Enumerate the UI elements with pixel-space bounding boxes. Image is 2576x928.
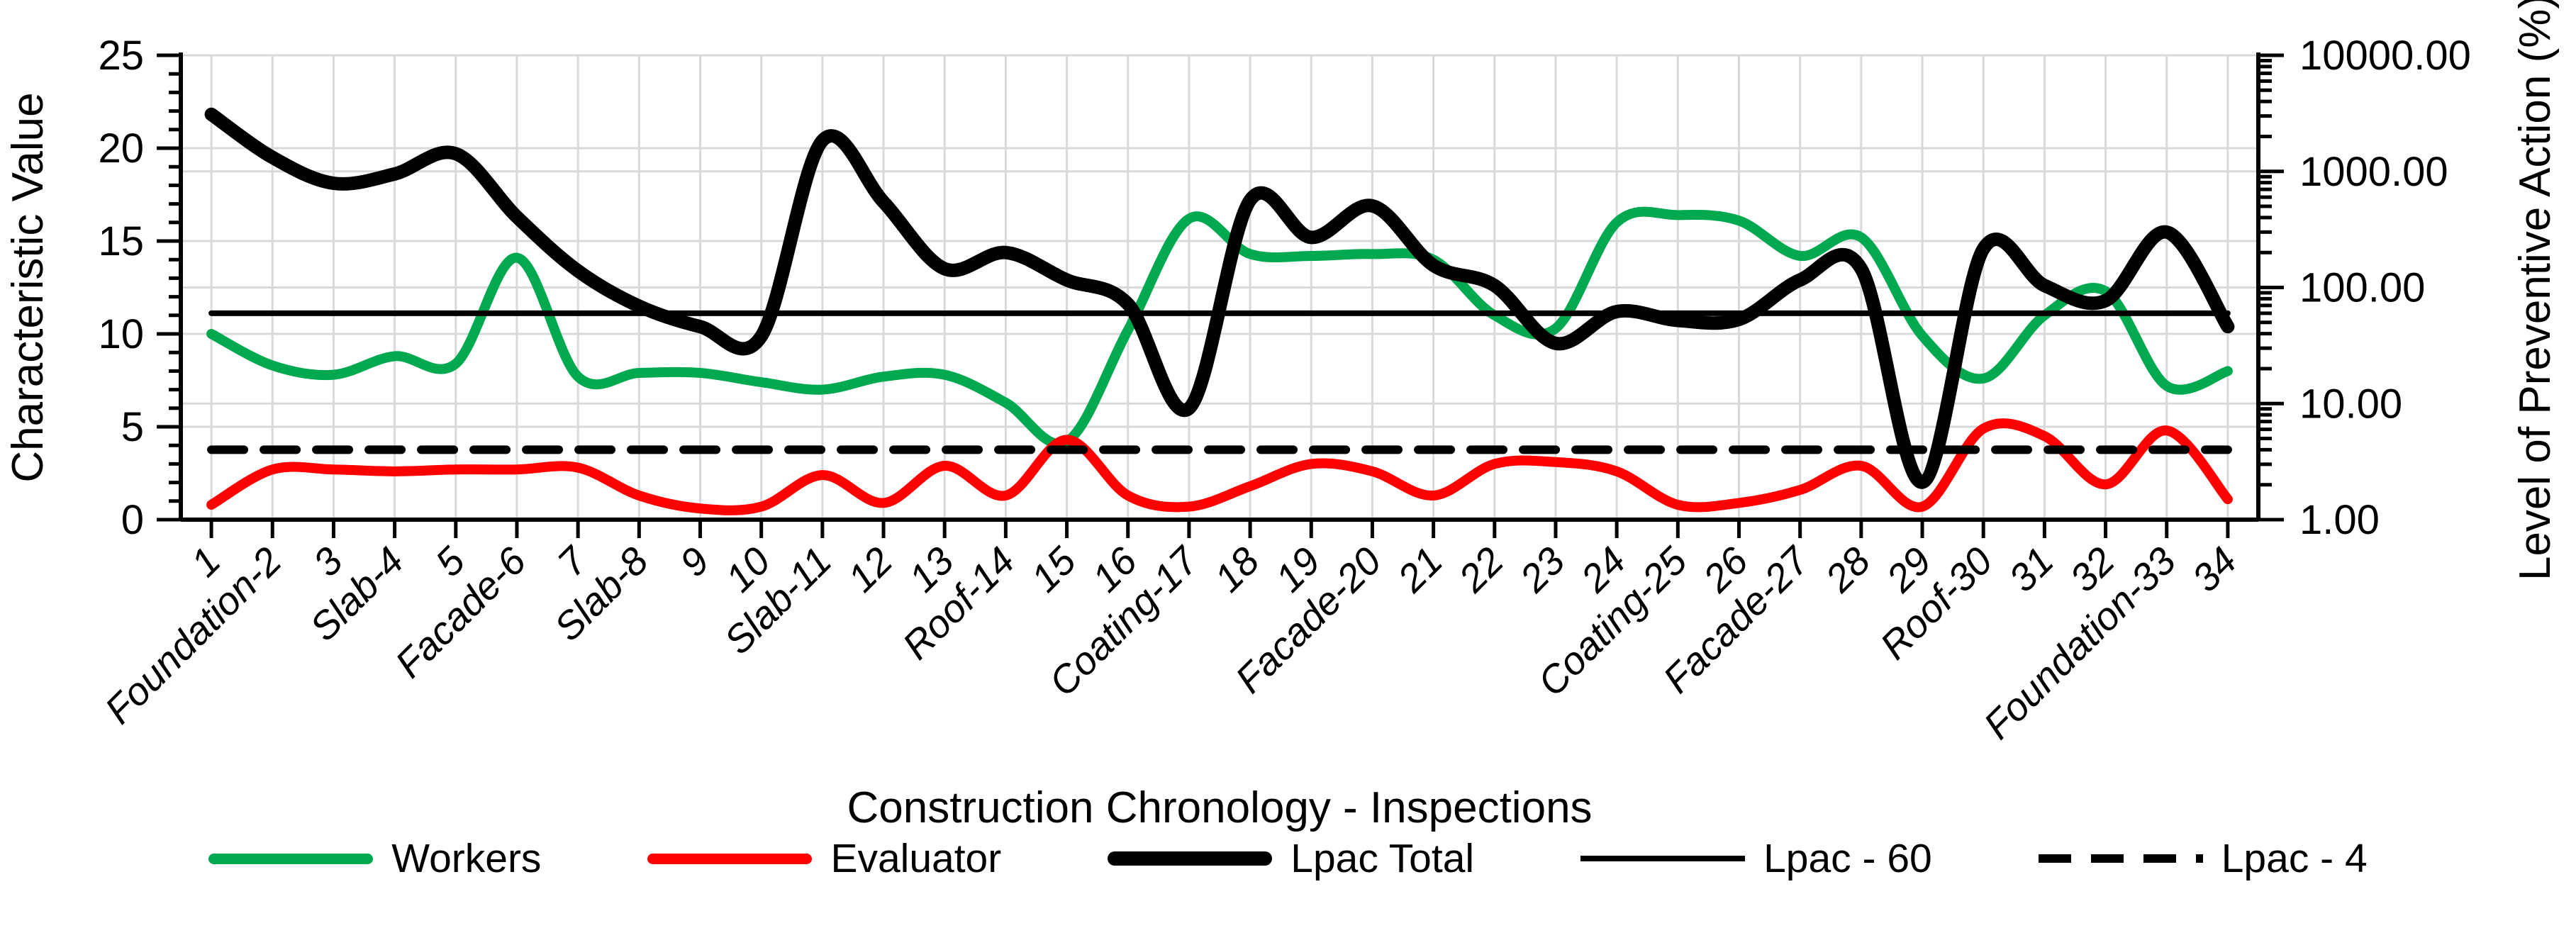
chart-legend: Workers Evaluator Lpac Total Lpac - 60 L…: [0, 835, 2576, 882]
series-line-evaluator: [206, 418, 2233, 515]
legend-label-evaluator: Evaluator: [830, 836, 1002, 881]
legend-item-lpac-60: Lpac - 60: [1580, 835, 1932, 882]
y-left-tick-label: 15: [98, 218, 144, 264]
x-tick-label: 15: [1022, 538, 1084, 600]
y-left-tick-label: 20: [98, 125, 144, 172]
legend-item-lpac-total: Lpac Total: [1108, 835, 1474, 882]
x-tick-label: 28: [1817, 538, 1879, 600]
legend-label-workers: Workers: [391, 836, 542, 881]
x-tick-label: Foundation-2: [96, 539, 290, 732]
workers-line-swatch-icon: [208, 853, 374, 864]
x-tick-label: 34: [2183, 539, 2245, 600]
series-line-workers: [206, 206, 2233, 449]
series-line-lpac-total: [204, 107, 2235, 489]
legend-item-lpac-4: Lpac - 4: [2038, 835, 2368, 882]
y-right-tick-label: 100.00: [2299, 265, 2425, 311]
x-tick-label: 18: [1205, 538, 1267, 600]
y-right-tick-label: 1.00: [2299, 497, 2380, 543]
x-tick-label: 12: [839, 539, 901, 600]
y-left-axis-title: Characteristic Value: [4, 92, 52, 482]
x-axis-title: Construction Chronology - Inspections: [847, 783, 1592, 832]
x-tick-label: 23: [1511, 538, 1573, 600]
legend-item-evaluator: Evaluator: [647, 835, 1001, 882]
evaluator-line-swatch-icon: [647, 853, 813, 864]
lpac-4-dashed-swatch-icon: [2038, 854, 2203, 863]
x-tick-label: 31: [2000, 539, 2062, 600]
y-right-tick-label: 1000.00: [2299, 149, 2448, 195]
legend-item-workers: Workers: [208, 835, 541, 882]
y-left-tick-label: 0: [121, 497, 144, 543]
y-left-tick-label: 25: [98, 33, 144, 79]
y-right-tick-label: 10.00: [2299, 381, 2402, 427]
y-right-axis-title: Level of Preventive Action (%): [2511, 0, 2560, 581]
lpac-total-line-swatch-icon: [1108, 851, 1273, 866]
x-tick-label: 9: [671, 539, 718, 585]
x-tick-label: 21: [1388, 539, 1451, 601]
x-tick-label: 22: [1449, 539, 1512, 601]
lpac-60-line-swatch-icon: [1580, 856, 1746, 861]
legend-label-lpac-total: Lpac Total: [1290, 836, 1475, 881]
y-left-tick-label: 5: [121, 404, 144, 450]
legend-label-lpac-4: Lpac - 4: [2221, 836, 2368, 881]
y-right-tick-label: 10000.00: [2299, 33, 2471, 79]
legend-label-lpac-60: Lpac - 60: [1763, 836, 1932, 881]
y-left-tick-label: 10: [98, 311, 144, 357]
